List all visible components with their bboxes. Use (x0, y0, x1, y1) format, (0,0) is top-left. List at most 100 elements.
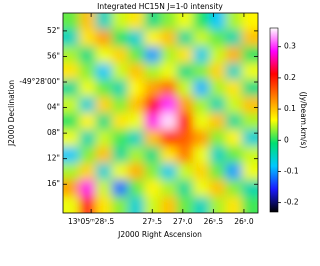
heatmap-cell (144, 46, 161, 64)
heatmap-cell (111, 196, 129, 213)
heatmap-cell (241, 96, 258, 114)
heatmap-cell (193, 63, 210, 81)
heatmap-cell (63, 113, 80, 131)
heatmap-cell (79, 163, 96, 181)
heatmap-cell (144, 129, 161, 147)
heatmap-cell (193, 129, 210, 147)
y-tick-label: 12" (47, 154, 60, 163)
heatmap-cell (128, 96, 145, 114)
heatmap-cell (111, 63, 129, 81)
chart-title: Integrated HC15N J=1-0 intensity (97, 2, 223, 11)
plot-frame (62, 12, 259, 214)
heatmap-cell (79, 63, 96, 81)
heatmap-cell (128, 196, 145, 213)
heatmap-cell (160, 179, 178, 197)
heatmap-cell (95, 46, 113, 64)
heatmap-cell (128, 63, 145, 81)
heatmap-cell (144, 163, 161, 181)
heatmap-cell (176, 129, 194, 147)
heatmap-cell (144, 196, 161, 213)
heatmap-cell (128, 163, 145, 181)
colorbar-tick-label: 0.1 (284, 104, 296, 113)
heatmap-cell (160, 63, 178, 81)
heatmap-cell (128, 146, 145, 164)
heatmap-cell (176, 79, 194, 97)
heatmap-cell (160, 196, 178, 213)
heatmap-cell (111, 113, 129, 131)
heatmap-cell (209, 146, 226, 164)
heatmap-cell (225, 29, 243, 47)
heatmap-cell (209, 96, 226, 114)
heatmap-cell (63, 129, 80, 147)
y-tick-label: -49°28'00" (19, 77, 60, 86)
heatmap-cell (176, 63, 194, 81)
heatmap-cell (193, 96, 210, 114)
heatmap-cell (193, 79, 210, 97)
heatmap-cell (209, 163, 226, 181)
heatmap-cell (79, 13, 96, 31)
x-tick-label: 26ˢ.0 (234, 217, 254, 226)
heatmap-cell (160, 96, 178, 114)
heatmap-cell (63, 13, 80, 31)
heatmap-cell (144, 63, 161, 81)
y-tick-label: 16" (47, 179, 60, 188)
heatmap-cell (209, 196, 226, 213)
heatmap-cell (111, 79, 129, 97)
heatmap-cell (193, 179, 210, 197)
heatmap-cell (144, 29, 161, 47)
heatmap-cell (160, 113, 178, 131)
heatmap-cell (176, 46, 194, 64)
heatmap-cell (193, 46, 210, 64)
heatmap-cell (241, 196, 258, 213)
heatmap-cell (209, 63, 226, 81)
heatmap-cell (128, 179, 145, 197)
heatmap-cell (209, 79, 226, 97)
heatmap-cell (95, 13, 113, 31)
heatmap-cell (241, 163, 258, 181)
heatmap-cell (160, 146, 178, 164)
heatmap-cell (209, 13, 226, 31)
heatmap-cell (160, 163, 178, 181)
heatmap-cell (111, 13, 129, 31)
heatmap-cell (144, 79, 161, 97)
x-axis-label: J2000 Right Ascension (117, 230, 202, 239)
heatmap-cell (225, 179, 243, 197)
heatmap-cell (95, 96, 113, 114)
heatmap-cell (95, 113, 113, 131)
heatmap-cell (225, 79, 243, 97)
heatmap-cell (63, 146, 80, 164)
heatmap-cell (160, 13, 178, 31)
heatmap-cell (241, 129, 258, 147)
heatmap-cell (209, 113, 226, 131)
heatmap-cell (95, 179, 113, 197)
heatmap-cell (176, 96, 194, 114)
heatmap-cell (176, 196, 194, 213)
heatmap-cell (63, 196, 80, 213)
heatmap-cell (241, 79, 258, 97)
heatmap-cell (160, 46, 178, 64)
heatmap-cell (144, 146, 161, 164)
heatmap-cell (95, 63, 113, 81)
heatmap-cell (111, 146, 129, 164)
heatmap-cells (63, 13, 258, 213)
heatmap-cell (160, 79, 178, 97)
y-tick-label: 52" (47, 26, 60, 35)
heatmap-cell (128, 13, 145, 31)
heatmap-cell (193, 146, 210, 164)
heatmap-cell (111, 29, 129, 47)
heatmap-cell (241, 46, 258, 64)
colorbar-tick-label: 0.3 (284, 42, 296, 51)
heatmap-cell (193, 29, 210, 47)
heatmap-cell (225, 13, 243, 31)
heatmap-cell (63, 46, 80, 64)
heatmap-cell (209, 29, 226, 47)
heatmap-cell (209, 46, 226, 64)
heatmap-cell (63, 63, 80, 81)
colorbar-tick-label: 0 (284, 135, 289, 144)
heatmap-cell (128, 29, 145, 47)
heatmap-cell (225, 113, 243, 131)
heatmap-cell (209, 179, 226, 197)
heatmap-cell (79, 196, 96, 213)
heatmap-cell (193, 163, 210, 181)
heatmap-cell (144, 113, 161, 131)
